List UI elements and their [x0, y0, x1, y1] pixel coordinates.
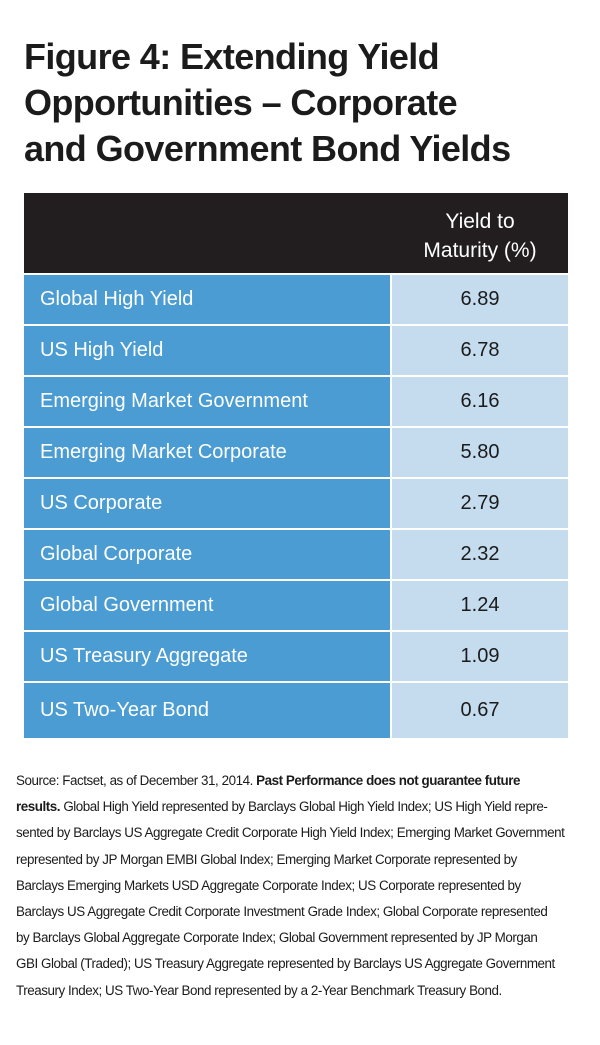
footnote-text: Global High Yield represented by Barclay… [60, 799, 548, 815]
table-row: Emerging Market Corporate 5.80 [24, 428, 568, 477]
row-value-global-government: 1.24 [392, 581, 568, 630]
footnote-disclaimer-bold-end: results. [16, 799, 61, 815]
row-label-emerging-market-government: Emerging Market Government [24, 377, 390, 426]
table-row: Global Government 1.24 [24, 581, 568, 630]
footnote-line: sented by Barclays US Aggregate Credit C… [16, 825, 565, 841]
footnote-line: Treasury Index; US Two-Year Bond represe… [16, 982, 502, 998]
row-value-emerging-market-government: 6.16 [392, 377, 568, 426]
row-label-us-corporate: US Corporate [24, 479, 390, 528]
row-value-global-high-yield: 6.89 [392, 275, 568, 324]
row-value-us-treasury-aggregate: 1.09 [392, 632, 568, 681]
table-row: US Corporate 2.79 [24, 479, 568, 528]
yield-column-header-line-1: Yield to [445, 210, 515, 233]
yield-table: Yield to Maturity (%) Global High Yield … [24, 193, 568, 738]
table-row: US Two-Year Bond 0.67 [24, 683, 568, 738]
row-label-global-high-yield: Global High Yield [24, 275, 390, 324]
chart-title-line-3: and Government Bond Yields [24, 128, 511, 169]
footnote-line: Barclays US Aggregate Credit Corporate I… [16, 904, 548, 920]
chart-title-line-1: Figure 4: Extending Yield [24, 36, 440, 77]
source-footnote: Source: Factset, as of December 31, 2014… [16, 768, 588, 1004]
row-value-us-two-year-bond: 0.67 [392, 683, 568, 738]
footnote-source-text: Source: Factset, as of December 31, 2014… [16, 773, 257, 788]
footnote-line: GBI Global (Traded); US Treasury Aggrega… [16, 956, 555, 972]
yield-column-header: Yield to Maturity (%) [392, 207, 568, 265]
row-value-global-corporate: 2.32 [392, 530, 568, 579]
footnote-line: by Barclays Global Aggregate Corporate I… [16, 930, 538, 946]
row-value-us-high-yield: 6.78 [392, 326, 568, 375]
footnote-line: Source: Factset, as of December 31, 2014… [16, 768, 588, 794]
footnote-disclaimer-bold: Past Performance does not guarantee futu… [256, 773, 520, 788]
table-row: Emerging Market Government 6.16 [24, 377, 568, 426]
chart-title: Figure 4: Extending Yield Opportunities … [24, 34, 584, 172]
row-label-us-treasury-aggregate: US Treasury Aggregate [24, 632, 390, 681]
row-label-us-two-year-bond: US Two-Year Bond [24, 683, 390, 738]
row-value-us-corporate: 2.79 [392, 479, 568, 528]
table-row: Global Corporate 2.32 [24, 530, 568, 579]
row-label-global-corporate: Global Corporate [24, 530, 390, 579]
row-label-emerging-market-corporate: Emerging Market Corporate [24, 428, 390, 477]
table-header-row: Yield to Maturity (%) [24, 193, 568, 273]
footnote-line: results. Global High Yield represented b… [16, 794, 588, 820]
table-row: Global High Yield 6.89 [24, 275, 568, 324]
footnote-line: represented by JP Morgan EMBI Global Ind… [16, 851, 517, 867]
chart-title-line-2: Opportunities – Corporate [24, 82, 458, 123]
row-label-us-high-yield: US High Yield [24, 326, 390, 375]
row-label-global-government: Global Government [24, 581, 390, 630]
footnote-line: Barclays Emerging Markets USD Aggregate … [16, 877, 521, 893]
table-row: US Treasury Aggregate 1.09 [24, 632, 568, 681]
row-value-emerging-market-corporate: 5.80 [392, 428, 568, 477]
table-row: US High Yield 6.78 [24, 326, 568, 375]
yield-column-header-line-2: Maturity (%) [423, 239, 537, 262]
